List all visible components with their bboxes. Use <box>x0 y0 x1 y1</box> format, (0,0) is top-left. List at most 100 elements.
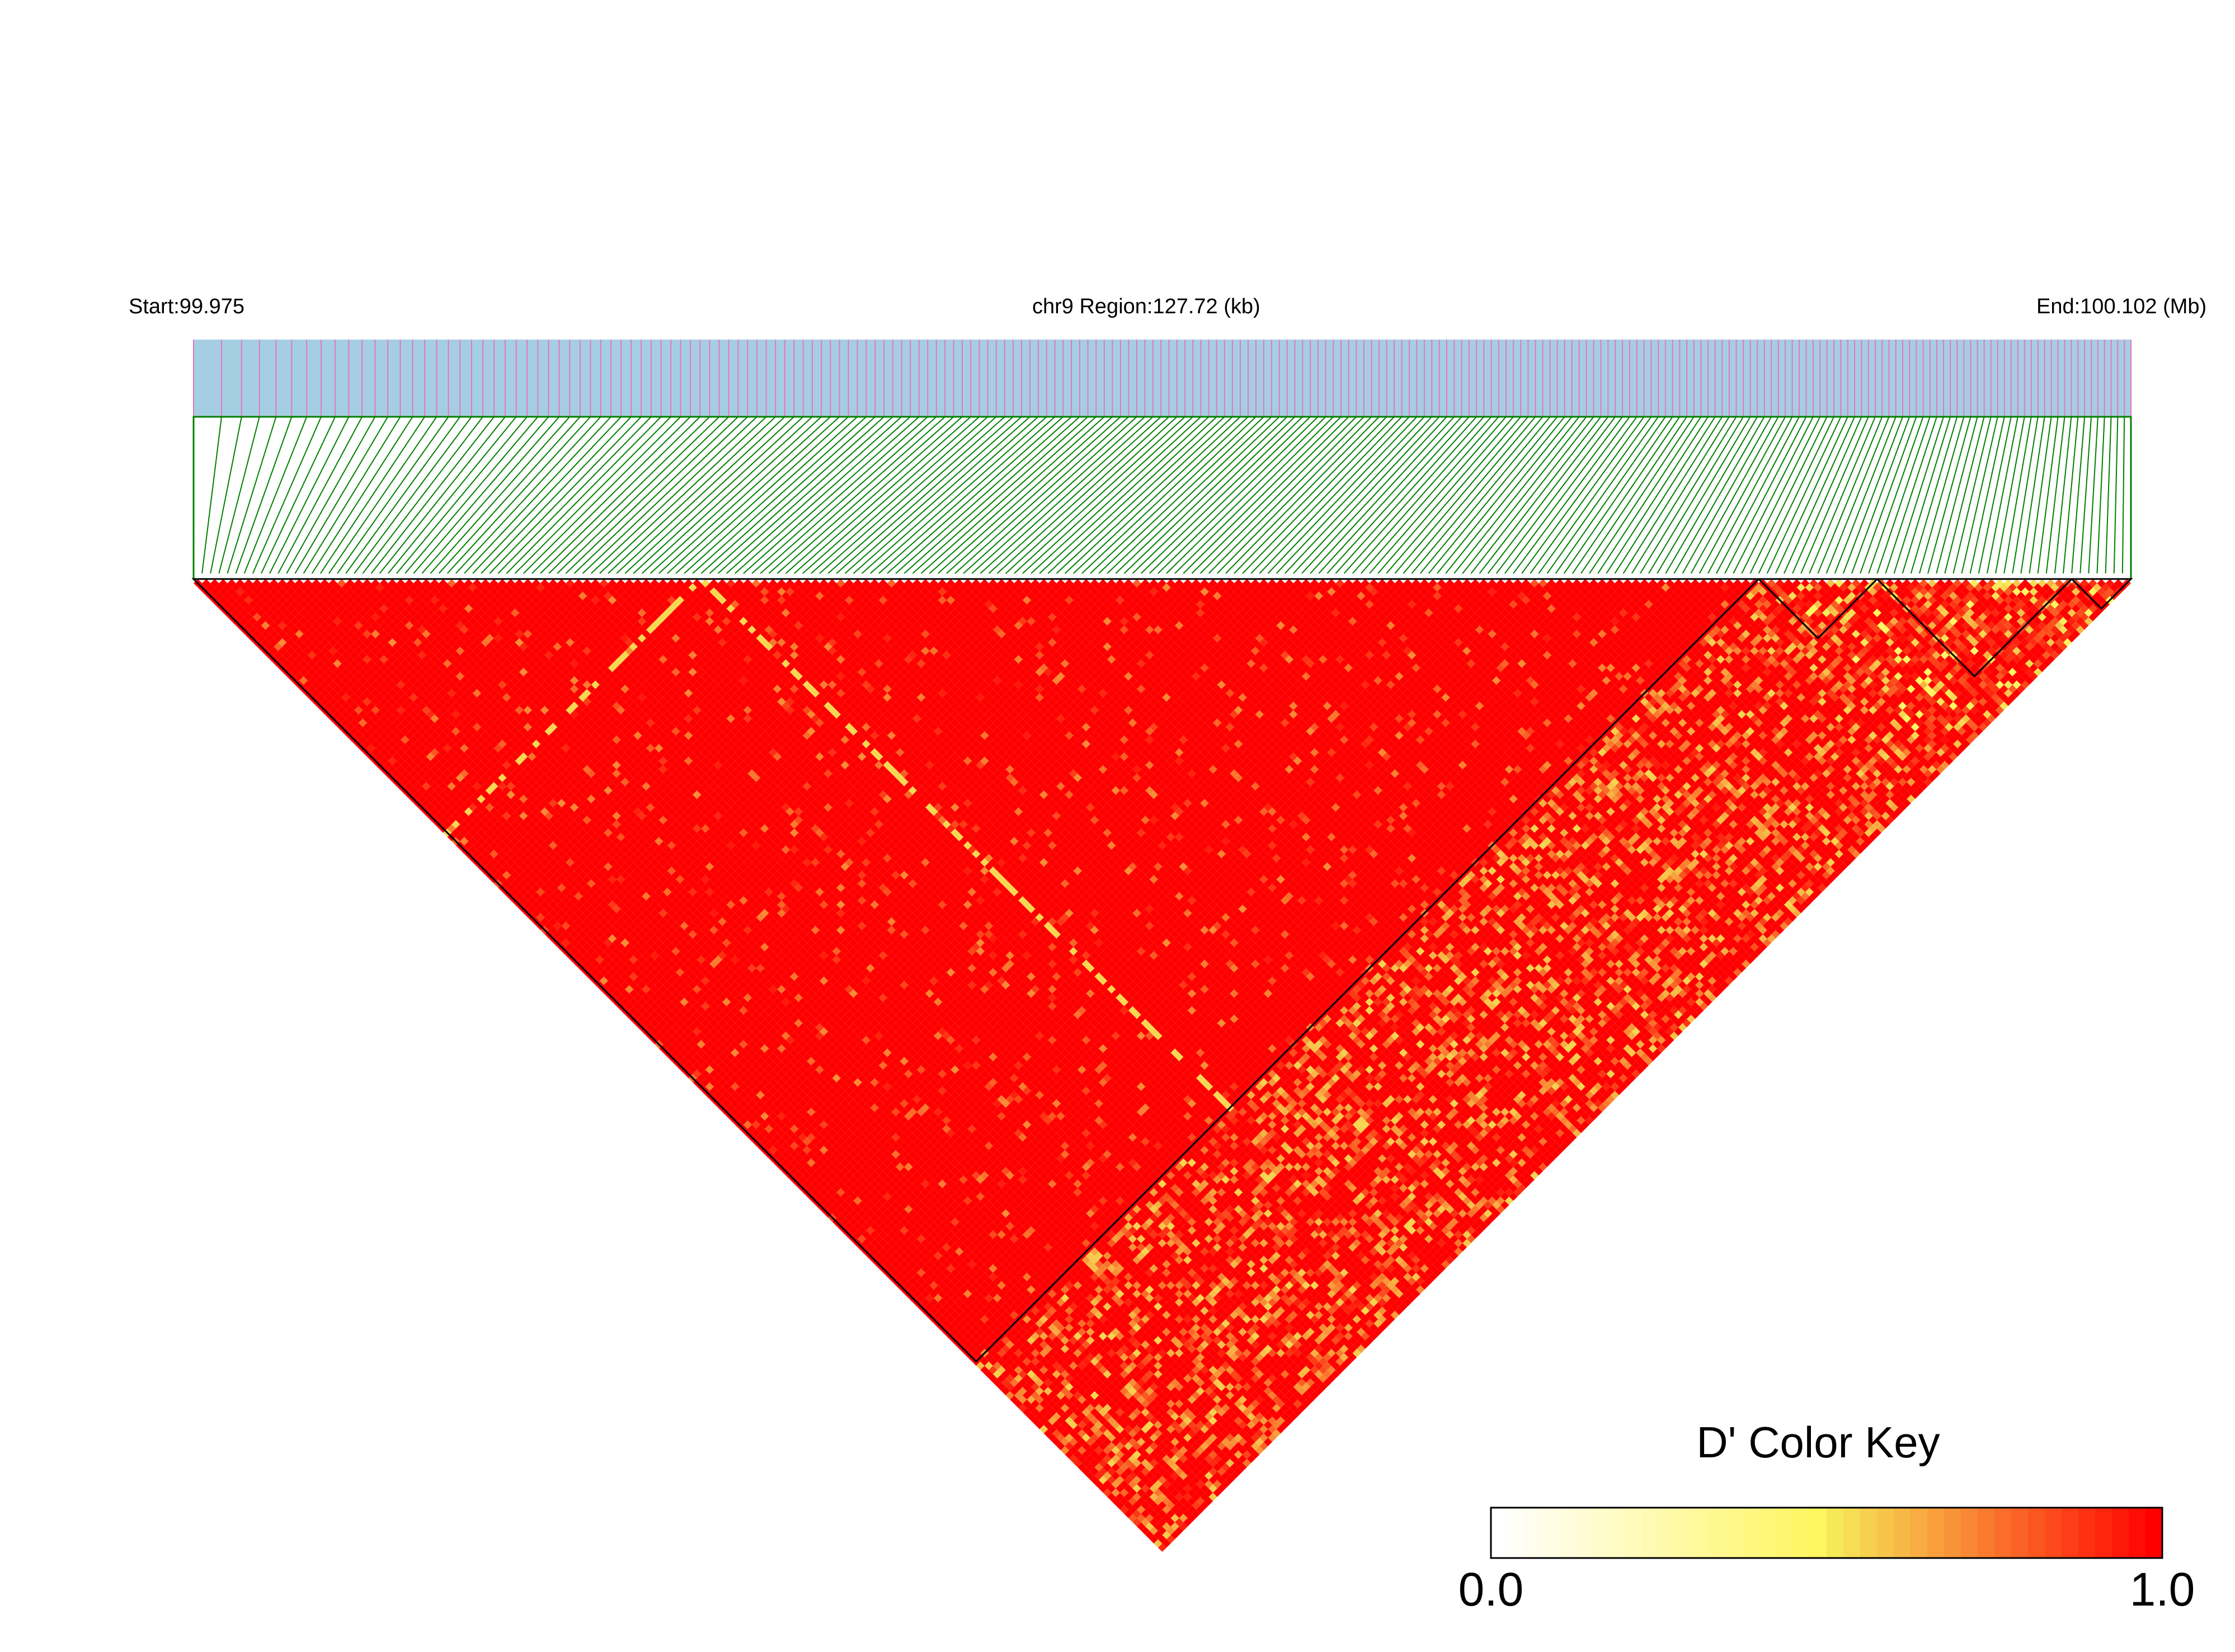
ld-cell <box>959 1336 968 1345</box>
snp-connector-line <box>1961 416 1998 574</box>
snp-connector-line <box>413 416 549 574</box>
snp-connector-line <box>1242 416 1395 574</box>
snp-connector-line <box>1944 416 1985 574</box>
snp-connector-line <box>1199 416 1357 574</box>
snp-connector-line <box>1538 416 1652 574</box>
ld-cell <box>997 1382 1006 1391</box>
snp-connector-line <box>269 416 350 574</box>
snp-connector-line <box>760 416 937 574</box>
snp-connector-line <box>1741 416 1821 574</box>
snp-connector-line <box>379 416 506 574</box>
snp-connector-line <box>294 416 389 574</box>
ld-cell <box>582 959 591 968</box>
ld-cell <box>904 1281 913 1290</box>
snp-connector-line <box>2096 416 2105 574</box>
snp-connector-line <box>878 416 1056 574</box>
ld-cell <box>544 921 553 930</box>
snp-connector-line <box>430 416 571 574</box>
snp-connector-line <box>1707 416 1793 574</box>
ld-cell <box>1111 1496 1120 1505</box>
ld-cell <box>972 1349 981 1358</box>
snp-connector-line <box>1910 416 1958 574</box>
snp-connector-line <box>887 416 1064 574</box>
ld-cell <box>832 1209 841 1218</box>
snp-connector-line <box>717 416 893 574</box>
snp-connector-line <box>2079 416 2092 574</box>
ld-cell <box>811 1188 820 1197</box>
snp-connector-line <box>1386 416 1522 574</box>
ld-heatmap-cells <box>194 579 2131 1552</box>
snp-connector-line <box>303 416 401 574</box>
region-title-label: chr9 Region:127.72 (kb) <box>1032 295 1260 318</box>
snp-connector-line <box>1445 416 1573 574</box>
snp-connector-line <box>599 416 767 574</box>
snp-connector-line <box>912 416 1089 574</box>
ld-cell <box>316 693 325 702</box>
snp-connector-line <box>1606 416 1709 574</box>
snp-connector-line <box>768 416 945 574</box>
snp-connector-line <box>1318 416 1462 574</box>
snp-connector-line <box>1191 416 1349 574</box>
ld-cell <box>464 841 473 850</box>
snp-connector-line <box>1614 416 1716 574</box>
ld-cell <box>993 1369 1002 1379</box>
snp-connector-line <box>954 416 1130 574</box>
snp-connector-line <box>1842 416 1903 574</box>
ld-cell <box>667 1044 676 1053</box>
snp-connector-line <box>794 416 971 574</box>
snp-connector-line <box>1335 416 1477 574</box>
snp-connector-line <box>1657 416 1751 574</box>
snp-connector-line <box>1817 416 1883 574</box>
snp-connector-line <box>286 416 376 574</box>
snp-connector-line <box>1530 416 1645 574</box>
ld-cell <box>709 1086 718 1095</box>
snp-connector-line <box>1377 416 1514 574</box>
snp-connector-line <box>2003 416 2032 574</box>
snp-connector-line <box>650 416 822 574</box>
snp-connector-line <box>616 416 785 574</box>
snp-connector-line <box>2071 416 2086 574</box>
snp-connector-line <box>1250 416 1403 574</box>
ld-cell <box>1086 1471 1095 1480</box>
ld-cell <box>858 1234 867 1244</box>
ld-cell <box>934 1311 943 1320</box>
snp-connector-line <box>1470 416 1594 574</box>
snp-connector-line <box>548 416 711 574</box>
snp-connector-line <box>210 416 242 574</box>
snp-connector-line <box>692 416 867 574</box>
ld-cell <box>333 710 342 719</box>
ld-cell <box>951 1328 959 1336</box>
snp-connector-line <box>1056 416 1225 574</box>
ld-cell <box>511 887 520 897</box>
snp-connector-line <box>1936 416 1978 574</box>
snp-connector-line <box>2045 416 2065 574</box>
snp-connector-line <box>1284 416 1433 574</box>
snp-connector-line <box>1885 416 1937 574</box>
ld-cell <box>405 782 414 791</box>
snp-connector-line <box>243 416 308 574</box>
ld-cell <box>625 1002 634 1011</box>
snp-connector-line <box>1081 416 1249 574</box>
snp-connector-line <box>557 416 720 574</box>
ld-cell <box>900 1277 909 1286</box>
snp-connector-line <box>1978 416 2012 574</box>
ld-cell <box>439 816 448 825</box>
snp-connector-line <box>421 416 560 574</box>
snp-connector-line <box>396 416 528 574</box>
ld-cell <box>202 579 211 588</box>
ld-cell <box>549 926 558 935</box>
ld-cell <box>248 625 257 634</box>
snp-connector-line <box>1107 416 1272 574</box>
ld-cell <box>1065 1450 1074 1459</box>
snp-connector-line <box>1724 416 1807 574</box>
snp-connector-line <box>1589 416 1695 574</box>
snp-connector-line <box>354 416 472 574</box>
snp-marker-group <box>193 340 2132 417</box>
snp-connector-line <box>464 416 611 574</box>
snp-connector-line <box>827 416 1005 574</box>
ld-cell <box>528 905 537 914</box>
ld-cell <box>828 1205 837 1214</box>
ld-cell <box>617 993 625 1003</box>
snp-connector-line <box>388 416 517 574</box>
